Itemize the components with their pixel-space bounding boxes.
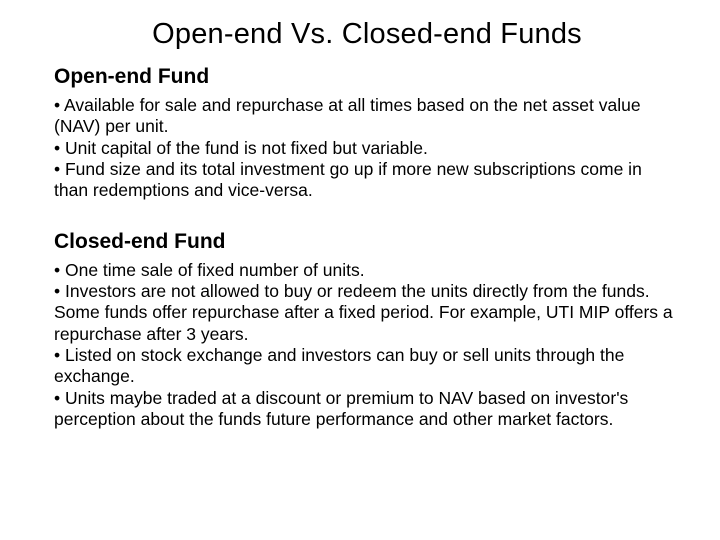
open-end-heading: Open-end Fund <box>54 65 680 89</box>
closed-end-heading: Closed-end Fund <box>54 230 680 254</box>
bullet-item: • One time sale of fixed number of units… <box>54 260 680 281</box>
closed-end-bullets: • One time sale of fixed number of units… <box>54 260 680 431</box>
bullet-item: • Listed on stock exchange and investors… <box>54 345 680 388</box>
bullet-item: • Investors are not allowed to buy or re… <box>54 281 680 345</box>
bullet-item: • Available for sale and repurchase at a… <box>54 95 680 138</box>
page-title: Open-end Vs. Closed-end Funds <box>54 18 680 51</box>
bullet-item: • Unit capital of the fund is not fixed … <box>54 138 680 159</box>
open-end-bullets: • Available for sale and repurchase at a… <box>54 95 680 202</box>
bullet-item: • Fund size and its total investment go … <box>54 159 680 202</box>
bullet-item: • Units maybe traded at a discount or pr… <box>54 388 680 431</box>
